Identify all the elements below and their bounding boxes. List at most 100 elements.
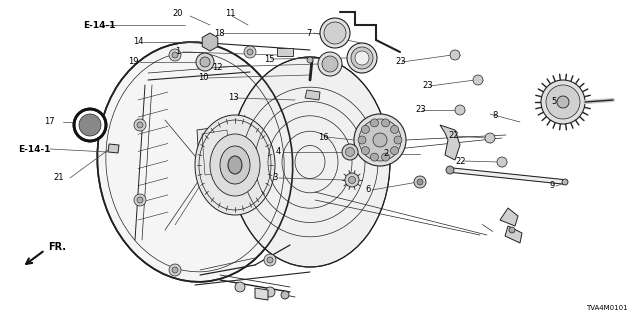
Text: 21: 21 bbox=[53, 173, 63, 182]
Text: 5: 5 bbox=[551, 98, 556, 107]
Text: 23: 23 bbox=[395, 58, 406, 67]
Ellipse shape bbox=[320, 18, 350, 48]
Circle shape bbox=[137, 197, 143, 203]
Circle shape bbox=[265, 287, 275, 297]
Circle shape bbox=[134, 119, 146, 131]
Polygon shape bbox=[500, 208, 518, 226]
Text: 13: 13 bbox=[228, 93, 239, 102]
Circle shape bbox=[137, 122, 143, 128]
Ellipse shape bbox=[318, 52, 342, 76]
Ellipse shape bbox=[373, 133, 387, 147]
Circle shape bbox=[264, 254, 276, 266]
Circle shape bbox=[381, 119, 390, 127]
Ellipse shape bbox=[541, 80, 585, 124]
Circle shape bbox=[235, 282, 245, 292]
Text: 17: 17 bbox=[44, 117, 54, 126]
Circle shape bbox=[381, 153, 390, 161]
Ellipse shape bbox=[355, 51, 369, 65]
Ellipse shape bbox=[351, 47, 373, 69]
Circle shape bbox=[362, 125, 369, 133]
Polygon shape bbox=[202, 33, 218, 51]
Text: E-14-1: E-14-1 bbox=[83, 20, 115, 29]
Ellipse shape bbox=[220, 146, 250, 184]
Circle shape bbox=[371, 153, 378, 161]
Text: 11: 11 bbox=[225, 10, 236, 19]
Circle shape bbox=[247, 49, 253, 55]
Ellipse shape bbox=[557, 96, 569, 108]
Text: 23: 23 bbox=[415, 106, 426, 115]
Text: 1: 1 bbox=[175, 47, 180, 57]
Text: 12: 12 bbox=[212, 62, 223, 71]
Ellipse shape bbox=[354, 114, 406, 166]
Circle shape bbox=[134, 194, 146, 206]
Text: 16: 16 bbox=[318, 132, 328, 141]
Circle shape bbox=[169, 264, 181, 276]
Circle shape bbox=[307, 57, 313, 63]
Ellipse shape bbox=[346, 148, 355, 156]
Ellipse shape bbox=[359, 119, 401, 161]
Circle shape bbox=[450, 50, 460, 60]
Ellipse shape bbox=[97, 42, 292, 282]
Ellipse shape bbox=[195, 115, 275, 215]
Ellipse shape bbox=[347, 43, 377, 73]
Circle shape bbox=[358, 136, 366, 144]
Polygon shape bbox=[277, 48, 293, 56]
Text: 14: 14 bbox=[133, 37, 143, 46]
Circle shape bbox=[362, 147, 369, 155]
Circle shape bbox=[455, 105, 465, 115]
Ellipse shape bbox=[74, 109, 106, 141]
Ellipse shape bbox=[200, 57, 210, 67]
Circle shape bbox=[446, 166, 454, 174]
Circle shape bbox=[414, 176, 426, 188]
Circle shape bbox=[509, 227, 515, 233]
Ellipse shape bbox=[322, 56, 338, 72]
Text: 10: 10 bbox=[198, 74, 209, 83]
Ellipse shape bbox=[324, 22, 346, 44]
Text: 23: 23 bbox=[422, 82, 433, 91]
Text: 20: 20 bbox=[172, 10, 182, 19]
Ellipse shape bbox=[349, 177, 355, 183]
Polygon shape bbox=[255, 288, 268, 300]
Text: 22: 22 bbox=[448, 132, 458, 140]
Ellipse shape bbox=[210, 134, 260, 196]
Circle shape bbox=[172, 52, 178, 58]
Polygon shape bbox=[440, 125, 460, 160]
Ellipse shape bbox=[79, 114, 101, 136]
Text: 7: 7 bbox=[306, 28, 312, 37]
Ellipse shape bbox=[228, 156, 242, 174]
Text: 4: 4 bbox=[276, 148, 281, 156]
Ellipse shape bbox=[345, 173, 359, 187]
Polygon shape bbox=[505, 226, 522, 243]
Ellipse shape bbox=[546, 85, 580, 119]
Circle shape bbox=[497, 157, 507, 167]
Text: 3: 3 bbox=[272, 173, 277, 182]
Text: FR.: FR. bbox=[48, 242, 66, 252]
Ellipse shape bbox=[342, 144, 358, 160]
Circle shape bbox=[390, 147, 399, 155]
Circle shape bbox=[281, 291, 289, 299]
Circle shape bbox=[394, 136, 402, 144]
Polygon shape bbox=[108, 144, 119, 153]
Ellipse shape bbox=[230, 57, 390, 267]
Circle shape bbox=[390, 125, 399, 133]
Circle shape bbox=[244, 46, 256, 58]
Circle shape bbox=[371, 119, 378, 127]
Text: 2: 2 bbox=[383, 149, 388, 158]
Polygon shape bbox=[197, 125, 235, 180]
Text: 8: 8 bbox=[492, 111, 497, 121]
Circle shape bbox=[417, 179, 423, 185]
Circle shape bbox=[473, 75, 483, 85]
Text: 18: 18 bbox=[214, 28, 225, 37]
Polygon shape bbox=[305, 90, 320, 100]
Text: 19: 19 bbox=[128, 58, 138, 67]
Circle shape bbox=[172, 267, 178, 273]
Text: TVA4M0101: TVA4M0101 bbox=[586, 305, 628, 311]
Circle shape bbox=[267, 257, 273, 263]
Circle shape bbox=[485, 133, 495, 143]
Text: 22: 22 bbox=[455, 156, 465, 165]
Text: E-14-1: E-14-1 bbox=[18, 145, 51, 154]
Ellipse shape bbox=[196, 53, 214, 71]
Circle shape bbox=[562, 179, 568, 185]
Text: 15: 15 bbox=[264, 54, 275, 63]
Text: 6: 6 bbox=[365, 186, 371, 195]
